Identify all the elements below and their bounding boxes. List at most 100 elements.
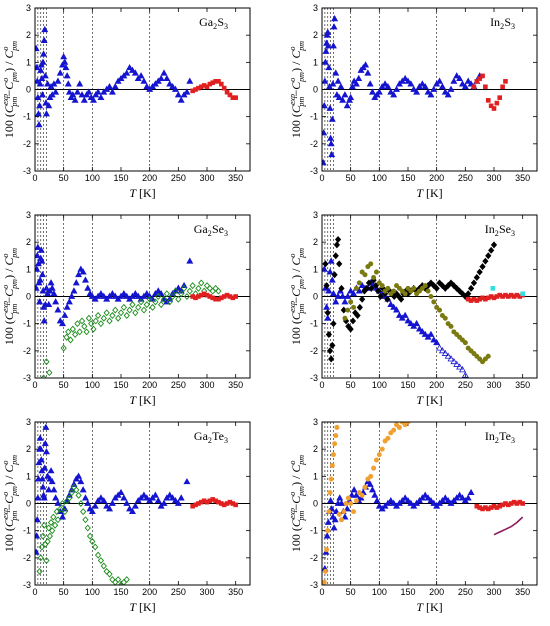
circle-point: [362, 484, 368, 490]
y-tick-label: 0: [313, 499, 318, 509]
data-layer: [322, 15, 508, 166]
y-tick-label: -1: [23, 319, 31, 329]
triangle-point: [461, 82, 469, 90]
x-tick-label: 50: [346, 587, 356, 597]
triangle-point: [108, 499, 116, 506]
y-tick-label: 2: [26, 237, 31, 247]
triangle-point: [41, 72, 49, 79]
panel-title: Ga2 Se3: [194, 222, 228, 238]
x-tick-label: 50: [59, 587, 69, 597]
y-tick-label: -1: [23, 112, 31, 122]
diamond-point: [72, 331, 79, 339]
triangle-point: [366, 480, 374, 487]
circle-point: [402, 291, 408, 297]
triangle-point: [438, 347, 446, 354]
diamond-point: [117, 309, 125, 317]
triangle-point: [341, 298, 349, 305]
circle-point: [325, 528, 331, 534]
diamond-point: [43, 358, 50, 366]
triangle-point: [404, 77, 412, 84]
diamond-point: [132, 309, 139, 317]
diamond-point: [57, 505, 64, 513]
triangle-point: [375, 88, 383, 95]
square-point: [497, 95, 503, 100]
y-axis-title: 100 (Cexppm −Copm ) / Copm: [1, 41, 19, 138]
diamond-point: [92, 317, 99, 325]
triangle-point: [76, 80, 84, 87]
x-tick-label: 300: [486, 380, 501, 390]
square-point: [233, 294, 238, 299]
triangle-point: [42, 284, 50, 291]
triangle-point: [438, 82, 446, 90]
triangle-point: [334, 292, 342, 299]
diamond-point: [333, 241, 341, 249]
x-tick-label: 0: [319, 380, 324, 390]
triangle-point: [35, 120, 43, 128]
diamond-point: [37, 554, 44, 562]
circle-point: [336, 511, 342, 517]
diamond-point: [47, 519, 55, 526]
x-tick-label: 0: [32, 587, 37, 597]
triangle-point: [326, 268, 334, 275]
circle-point: [371, 274, 377, 280]
triangle-point: [111, 82, 119, 90]
x-tick-label: 300: [199, 173, 214, 183]
triangle-point: [395, 311, 403, 318]
triangle-point: [401, 74, 409, 82]
triangle-point: [322, 159, 327, 166]
circle-point: [376, 452, 382, 458]
x-tick-label: 100: [85, 380, 100, 390]
chart-panel-ga2se3: 0 50 100 150 200 250 300 350 -3 -2 -1 0 1 2 3 Ga2 Se3 T…: [1, 210, 251, 407]
circle-point: [322, 568, 328, 574]
triangle-point: [111, 292, 119, 299]
triangle-point: [50, 486, 58, 493]
triangle-point: [444, 91, 452, 98]
triangle-point: [89, 96, 97, 103]
triangle-point: [35, 44, 40, 52]
diamond-point: [152, 298, 159, 306]
diamond-point: [163, 290, 170, 298]
square-point: [520, 501, 525, 506]
diamond-point: [349, 317, 357, 325]
diamond-point: [186, 287, 193, 295]
triangle-point: [44, 80, 52, 87]
triangle-point: [131, 69, 139, 76]
triangle-point: [78, 91, 86, 98]
triangle-point: [94, 88, 102, 95]
triangle-point: [36, 276, 44, 283]
x-axis-title: T [K]: [416, 393, 442, 407]
triangle-point: [453, 360, 461, 367]
diamond-point: [84, 524, 91, 532]
triangle-point: [433, 338, 441, 346]
x-tick-label: 350: [228, 587, 243, 597]
triangle-point: [41, 464, 49, 471]
triangle-point: [39, 483, 47, 490]
square-point: [227, 92, 233, 98]
diamond-point: [97, 557, 105, 565]
diamond-point: [88, 320, 95, 328]
triangle-point: [332, 298, 340, 305]
triangle-point: [444, 496, 452, 504]
x-tick-label: 300: [199, 587, 214, 597]
x-tick-label: 250: [171, 173, 186, 183]
square-point: [233, 502, 238, 508]
circle-point: [322, 579, 327, 585]
diamond-point: [137, 298, 145, 306]
x-axis-title: T [K]: [129, 393, 155, 407]
circle-point: [341, 509, 347, 515]
x-tick-label: 350: [515, 587, 530, 597]
y-tick-label: -2: [23, 139, 31, 149]
triangle-point: [42, 110, 50, 117]
triangle-point: [329, 289, 337, 297]
diamond-point: [473, 274, 480, 281]
x-tick-label: 100: [372, 173, 387, 183]
triangle-point: [430, 336, 438, 343]
triangle-point: [330, 524, 338, 531]
diamond-point: [433, 284, 440, 292]
diamond-point: [490, 241, 498, 249]
triangle-point: [331, 515, 339, 523]
diamond-point: [44, 538, 51, 546]
diamond-point: [115, 314, 122, 322]
circle-point: [328, 476, 334, 482]
